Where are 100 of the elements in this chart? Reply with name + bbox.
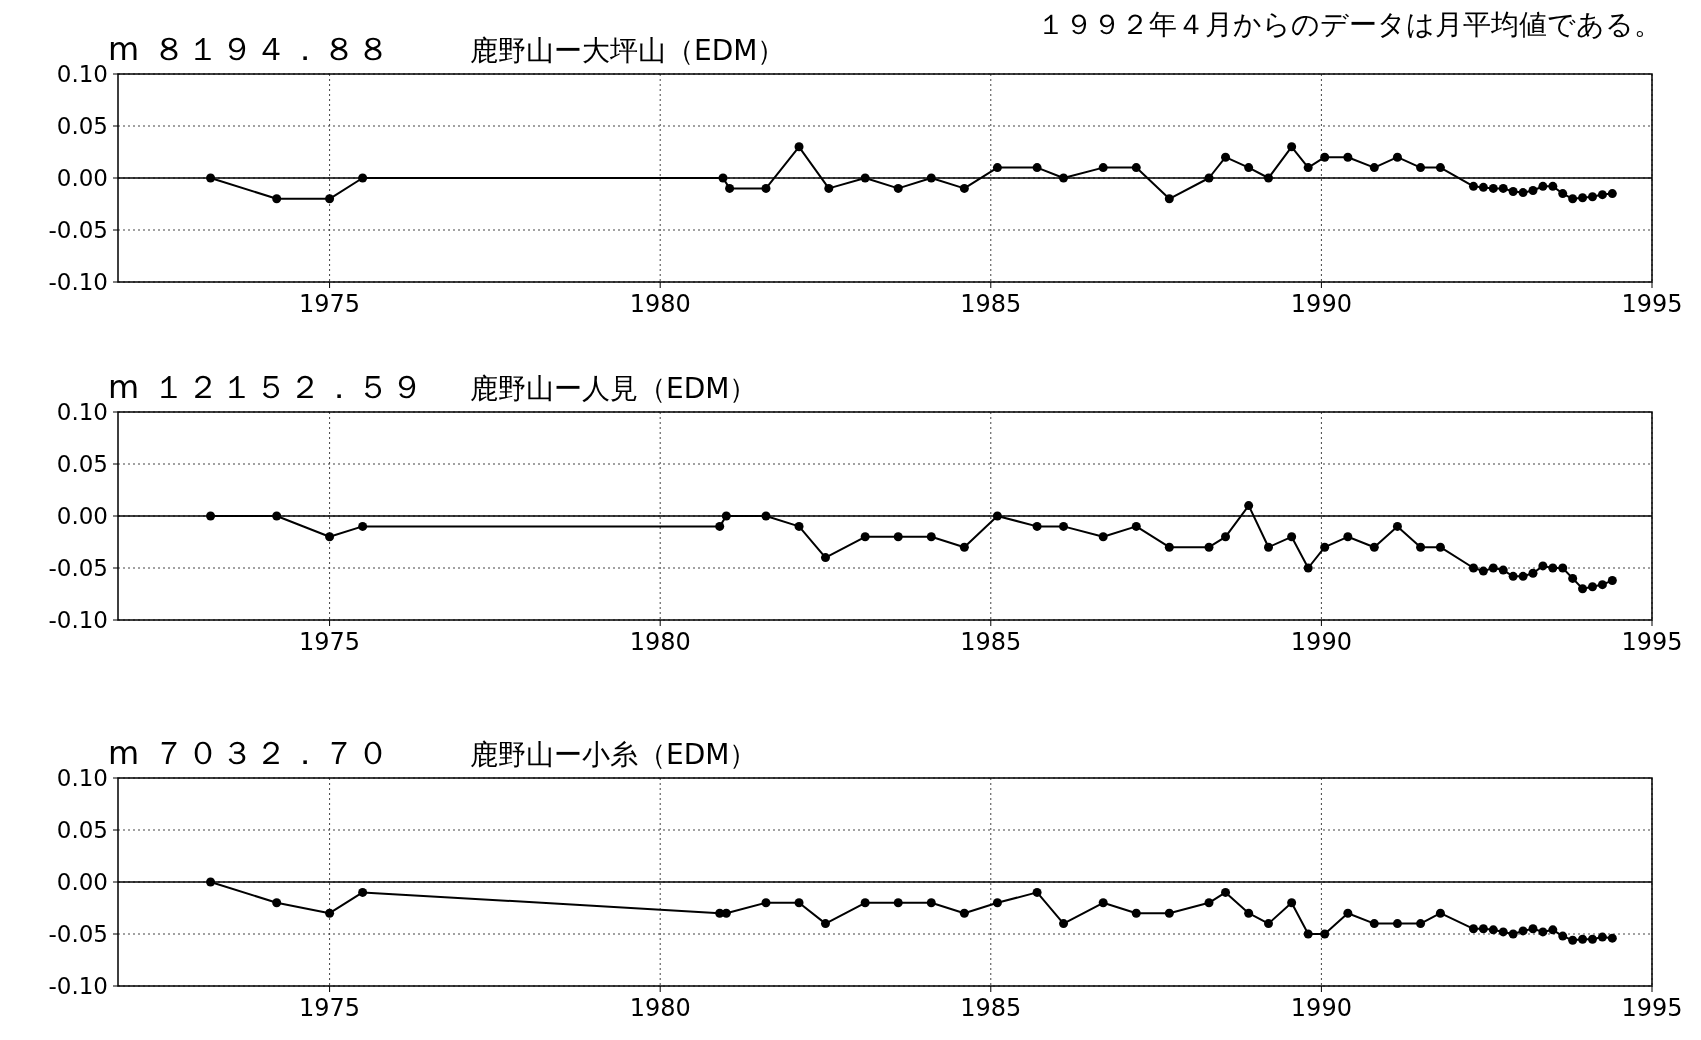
point (959, 908, 969, 918)
point (325, 908, 335, 918)
point (1607, 575, 1617, 585)
y-tick-label: -0.10 (48, 607, 108, 633)
y-tick-label: 0.10 (56, 765, 108, 791)
point (1032, 163, 1042, 173)
point (1059, 521, 1069, 531)
chart-subtitle: 鹿野山ー小糸（EDM） (470, 738, 758, 771)
y-tick-label: 0.05 (56, 817, 108, 843)
y-tick-label: 0.00 (56, 165, 108, 191)
point (992, 511, 1002, 521)
point (1369, 919, 1379, 929)
point (1416, 163, 1426, 173)
point (824, 183, 834, 193)
point (1578, 584, 1588, 594)
point (1264, 919, 1273, 929)
point (721, 511, 731, 521)
point (1468, 924, 1478, 934)
y-tick-label: 0.00 (56, 869, 108, 895)
point (1498, 183, 1508, 193)
y-tick-label: -0.05 (48, 921, 108, 947)
y-tick-label: -0.10 (48, 973, 108, 999)
point (1568, 194, 1578, 204)
point (1578, 193, 1588, 203)
point (926, 898, 936, 908)
point (1468, 563, 1478, 573)
point (1528, 185, 1538, 195)
point (1508, 929, 1518, 939)
y-tick-label: 0.10 (56, 61, 108, 87)
point (1098, 898, 1108, 908)
point (1528, 568, 1538, 578)
point (1578, 934, 1588, 944)
y-tick-label: -0.10 (48, 269, 108, 295)
point (325, 194, 335, 204)
point (1548, 181, 1558, 191)
point (959, 183, 969, 193)
point (1518, 926, 1528, 936)
text: １９９２年４月からのデータは月平均値である。 (1037, 8, 1662, 41)
point (1164, 908, 1174, 918)
point (1320, 542, 1330, 552)
point (1597, 932, 1607, 942)
x-tick-label: 1975 (299, 628, 361, 656)
point (1244, 908, 1254, 918)
point (358, 521, 368, 531)
point (1416, 919, 1426, 929)
point (1518, 188, 1528, 198)
point (1488, 925, 1498, 935)
x-tick-label: 1985 (960, 290, 1022, 318)
point (1435, 542, 1445, 552)
x-tick-label: 1985 (960, 628, 1022, 656)
point (1098, 532, 1108, 542)
x-tick-label: 1990 (1290, 994, 1352, 1022)
point (1568, 935, 1578, 945)
point (1204, 173, 1214, 183)
x-tick-label: 1990 (1290, 628, 1352, 656)
y-tick-label: 0.00 (56, 503, 108, 529)
point (1607, 189, 1617, 199)
point (1131, 163, 1141, 173)
point (1538, 561, 1548, 571)
point (992, 898, 1002, 908)
point (1548, 925, 1558, 935)
point (893, 183, 903, 193)
point (1498, 565, 1508, 575)
point (206, 877, 216, 887)
y-tick-label: -0.05 (48, 555, 108, 581)
point (715, 521, 725, 531)
point (1098, 163, 1108, 173)
point (1518, 571, 1528, 581)
point (1343, 532, 1353, 542)
point (1303, 563, 1313, 573)
point (206, 511, 216, 521)
x-tick-label: 1980 (629, 628, 691, 656)
point (1607, 933, 1617, 943)
point (1164, 194, 1174, 204)
point (1488, 183, 1498, 193)
point (1221, 532, 1231, 542)
point (1538, 181, 1548, 191)
point (794, 898, 804, 908)
point (1488, 563, 1498, 573)
point (992, 163, 1002, 173)
point (1221, 887, 1231, 897)
point (893, 532, 903, 542)
x-tick-label: 1975 (299, 290, 361, 318)
point (1244, 163, 1254, 173)
chart-subtitle: 鹿野山ー人見（EDM） (470, 372, 758, 405)
point (1587, 934, 1597, 944)
point (1392, 152, 1402, 162)
point (1478, 924, 1488, 934)
point (1343, 908, 1353, 918)
point (1264, 173, 1273, 183)
point (272, 898, 282, 908)
point (1303, 163, 1313, 173)
point (358, 887, 368, 897)
y-tick-label: 0.10 (56, 399, 108, 425)
point (1392, 521, 1402, 531)
chart-subtitle: 鹿野山ー大坪山（EDM） (470, 34, 786, 67)
point (1264, 542, 1273, 552)
point (1538, 927, 1548, 937)
x-tick-label: 1995 (1621, 290, 1683, 318)
point (1558, 931, 1568, 941)
